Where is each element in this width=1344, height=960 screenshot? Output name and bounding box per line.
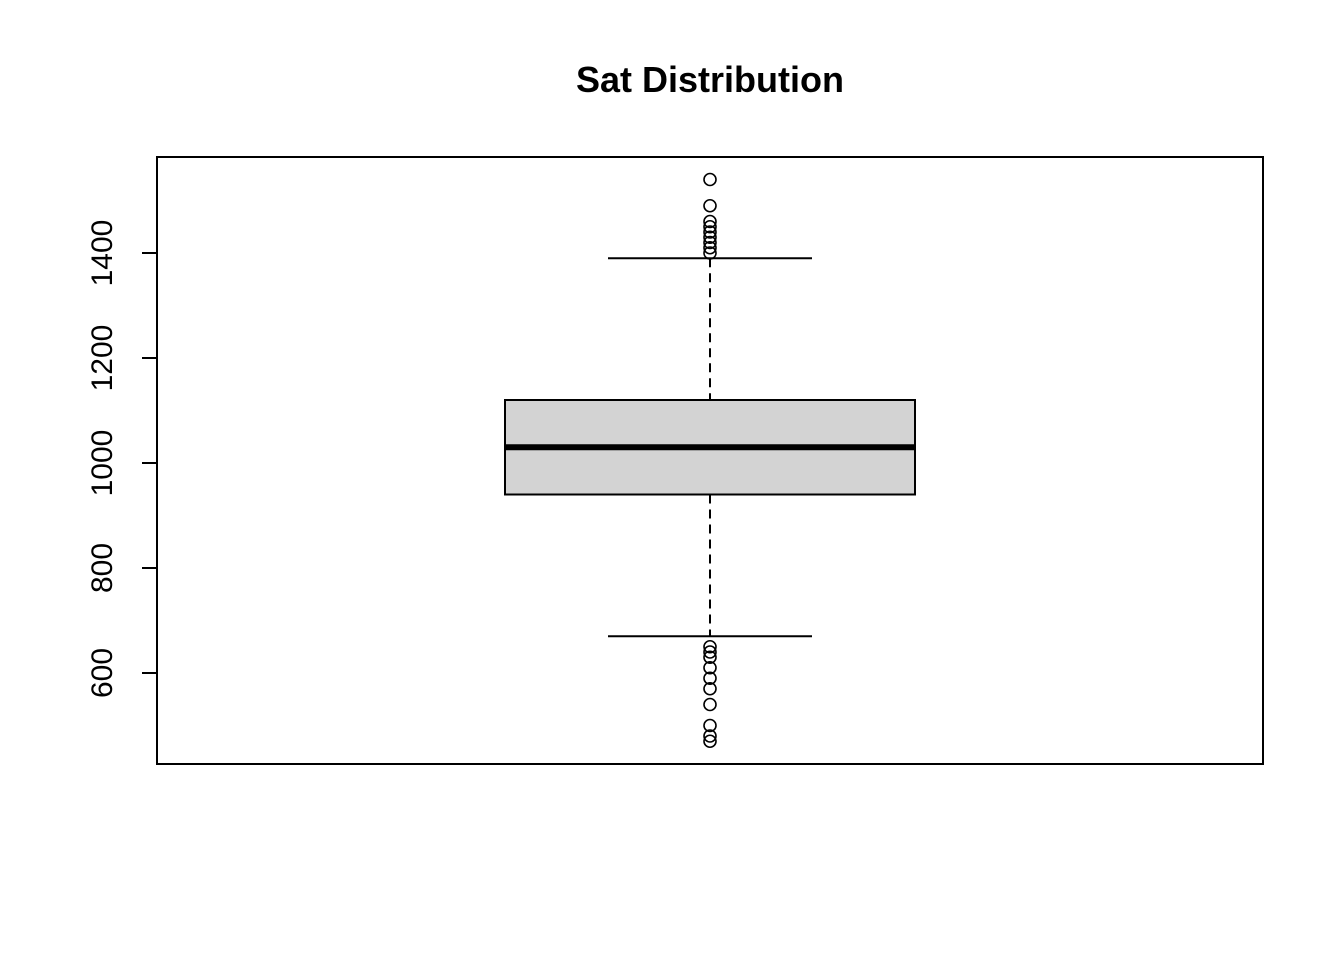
outlier-point bbox=[703, 681, 717, 696]
y-tick-label: 800 bbox=[86, 543, 119, 593]
outlier-point bbox=[703, 645, 717, 659]
outlier-point bbox=[703, 214, 717, 229]
outlier-point bbox=[703, 660, 717, 675]
outlier-point bbox=[703, 729, 717, 743]
y-tick-label: 1000 bbox=[86, 430, 119, 497]
outlier-point bbox=[703, 671, 717, 686]
outlier-point bbox=[703, 246, 717, 260]
outlier-point bbox=[703, 718, 717, 733]
outlier-point bbox=[703, 225, 717, 239]
y-axis: 600 800 1000 1200 1400 bbox=[86, 220, 157, 698]
outlier-point bbox=[703, 235, 717, 250]
boxplot bbox=[504, 257, 916, 638]
y-tick-label: 1400 bbox=[86, 220, 119, 287]
outlier-point bbox=[703, 650, 717, 665]
outlier-point bbox=[703, 230, 717, 245]
outlier-point bbox=[703, 172, 717, 187]
chart-title: Sat Distribution bbox=[576, 59, 844, 100]
outlier-point bbox=[703, 639, 717, 654]
outlier-point bbox=[703, 219, 717, 234]
y-tick-label: 600 bbox=[86, 648, 119, 698]
outliers bbox=[703, 172, 717, 749]
outlier-point bbox=[703, 734, 717, 749]
outlier-point bbox=[703, 240, 717, 255]
outlier-point bbox=[703, 198, 717, 213]
y-tick-label: 1200 bbox=[86, 325, 119, 392]
outlier-point bbox=[703, 697, 717, 712]
